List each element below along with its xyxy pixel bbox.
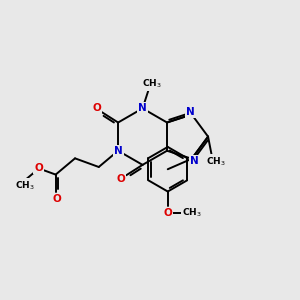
Text: O: O: [116, 174, 125, 184]
Text: N: N: [186, 107, 195, 117]
Text: CH$_3$: CH$_3$: [206, 155, 226, 168]
Text: O: O: [92, 103, 101, 113]
Text: CH$_3$: CH$_3$: [142, 77, 162, 90]
Text: O: O: [53, 194, 62, 204]
Text: O: O: [164, 208, 172, 218]
Text: CH$_3$: CH$_3$: [182, 207, 201, 219]
Text: N: N: [114, 146, 122, 156]
Text: CH$_3$: CH$_3$: [15, 179, 35, 192]
Text: N: N: [138, 103, 147, 113]
Text: N: N: [190, 156, 199, 166]
Text: O: O: [34, 163, 43, 173]
